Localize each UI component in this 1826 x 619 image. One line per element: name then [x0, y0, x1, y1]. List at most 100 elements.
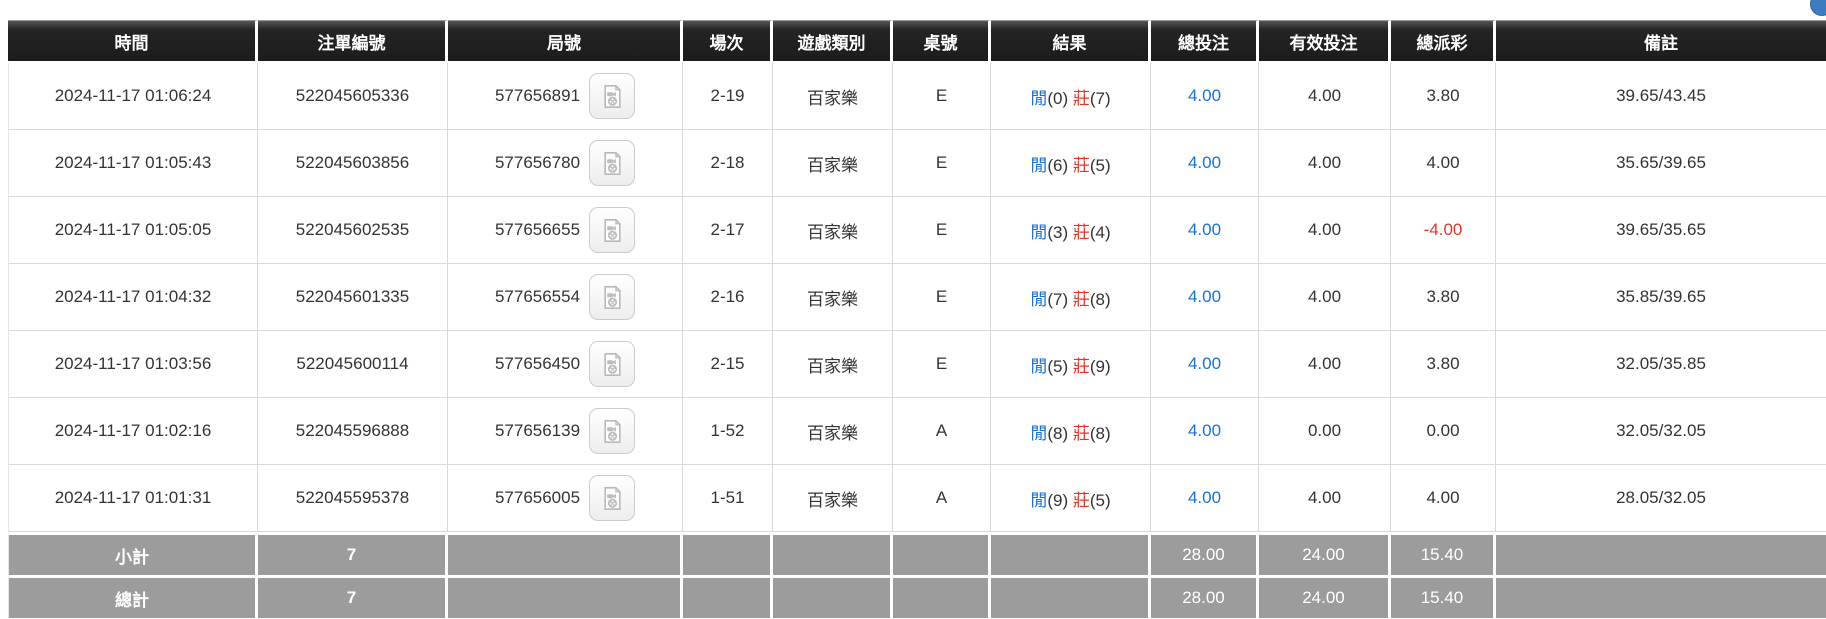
- total-bet-link[interactable]: 4.00: [1187, 354, 1222, 373]
- col-header-valid-bet: 有效投注: [1259, 20, 1391, 63]
- col-header-round-id: 局號: [448, 20, 683, 63]
- round-number: 577656005: [494, 488, 581, 507]
- total-bet-link[interactable]: 4.00: [1187, 488, 1222, 507]
- time-cell: 2024-11-17 01:05:43: [8, 130, 258, 197]
- session-cell: 2-15: [683, 331, 773, 398]
- round-cell: 577656005: [448, 465, 683, 532]
- video-replay-button[interactable]: [589, 341, 636, 387]
- payout-cell: 0.00: [1391, 398, 1496, 465]
- table-row: 2024-11-17 01:04:32 522045601335 5776565…: [8, 264, 1826, 331]
- session-cell: 2-17: [683, 197, 773, 264]
- banker-result-label: 莊: [1072, 490, 1090, 510]
- valid-bet-cell: 4.00: [1259, 63, 1391, 130]
- game-type-cell: 百家樂: [773, 398, 893, 465]
- round-number: 577656891: [494, 86, 581, 105]
- round-number: 577656139: [494, 421, 581, 440]
- video-replay-button[interactable]: [589, 207, 636, 253]
- table-no-cell: E: [893, 331, 991, 398]
- player-result-label: 閒: [1030, 423, 1048, 443]
- summary-valid-bet-cell: 24.00: [1259, 575, 1391, 618]
- valid-bet-cell: 4.00: [1259, 130, 1391, 197]
- round-number: 577656655: [494, 220, 581, 239]
- round-number: 577656554: [494, 287, 581, 306]
- banker-score: (7): [1089, 88, 1111, 108]
- video-replay-button[interactable]: [589, 408, 636, 454]
- total-bet-link[interactable]: 4.00: [1187, 287, 1222, 306]
- summary-empty-cell: [683, 532, 773, 575]
- video-icon: [603, 150, 621, 175]
- video-replay-button[interactable]: [589, 140, 636, 186]
- total-bet-link[interactable]: 4.00: [1187, 421, 1222, 440]
- summary-row: 總計 7 28.00 24.00 15.40: [8, 575, 1826, 618]
- payout-cell: 3.80: [1391, 264, 1496, 331]
- game-type-cell: 百家樂: [773, 264, 893, 331]
- table-no-cell: E: [893, 197, 991, 264]
- video-icon: [603, 83, 621, 108]
- col-header-remark: 備註: [1496, 20, 1826, 63]
- video-replay-button[interactable]: [589, 73, 636, 119]
- bet-id-cell: 522045601335: [258, 264, 448, 331]
- banker-score: (5): [1089, 490, 1111, 510]
- session-cell: 2-16: [683, 264, 773, 331]
- table-header: 時間 注單編號 局號 場次 遊戲類別 桌號 結果 總投注 有效投注 總派彩 備註: [8, 20, 1826, 63]
- summary-count-cell: 7: [258, 575, 448, 618]
- total-bet-link[interactable]: 4.00: [1187, 153, 1222, 172]
- video-icon: [603, 418, 621, 443]
- round-cell: 577656780: [448, 130, 683, 197]
- time-cell: 2024-11-17 01:02:16: [8, 398, 258, 465]
- total-bet-cell: 4.00: [1151, 197, 1259, 264]
- summary-payout-cell: 15.40: [1391, 575, 1496, 618]
- payout-cell: 4.00: [1391, 465, 1496, 532]
- player-score: (3): [1047, 222, 1069, 242]
- result-cell: 閒(5) 莊(9): [991, 331, 1151, 398]
- header-row: 時間 注單編號 局號 場次 遊戲類別 桌號 結果 總投注 有效投注 總派彩 備註: [8, 20, 1826, 63]
- session-cell: 1-52: [683, 398, 773, 465]
- remark-cell: 39.65/35.65: [1496, 197, 1826, 264]
- total-bet-link[interactable]: 4.00: [1187, 220, 1222, 239]
- total-bet-link[interactable]: 4.00: [1187, 86, 1222, 105]
- player-score: (9): [1047, 490, 1069, 510]
- summary-empty-cell: [683, 575, 773, 618]
- session-cell: 2-18: [683, 130, 773, 197]
- summary-total-bet-cell: 28.00: [1151, 532, 1259, 575]
- game-type-cell: 百家樂: [773, 63, 893, 130]
- time-cell: 2024-11-17 01:06:24: [8, 63, 258, 130]
- result-cell: 閒(0) 莊(7): [991, 63, 1151, 130]
- col-header-table-no: 桌號: [893, 20, 991, 63]
- table-no-cell: E: [893, 130, 991, 197]
- summary-payout-cell: 15.40: [1391, 532, 1496, 575]
- table-row: 2024-11-17 01:06:24 522045605336 5776568…: [8, 63, 1826, 130]
- col-header-result: 結果: [991, 20, 1151, 63]
- session-cell: 1-51: [683, 465, 773, 532]
- game-type-cell: 百家樂: [773, 197, 893, 264]
- total-bet-cell: 4.00: [1151, 264, 1259, 331]
- player-result-label: 閒: [1030, 490, 1048, 510]
- banker-result-label: 莊: [1072, 88, 1090, 108]
- summary-label-cell: 小計: [8, 532, 258, 575]
- table-no-cell: A: [893, 465, 991, 532]
- remark-cell: 28.05/32.05: [1496, 465, 1826, 532]
- table-row: 2024-11-17 01:01:31 522045595378 5776560…: [8, 465, 1826, 532]
- round-number: 577656780: [494, 153, 581, 172]
- summary-empty-cell: [991, 575, 1151, 618]
- col-header-session: 場次: [683, 20, 773, 63]
- summary-empty-cell: [991, 532, 1151, 575]
- summary-empty-cell: [773, 575, 893, 618]
- summary-empty-cell: [893, 532, 991, 575]
- banker-score: (8): [1089, 423, 1111, 443]
- col-header-bet-id: 注單編號: [258, 20, 448, 63]
- table-body: 2024-11-17 01:06:24 522045605336 5776568…: [8, 63, 1826, 618]
- player-score: (5): [1047, 356, 1069, 376]
- summary-empty-cell: [448, 532, 683, 575]
- banker-score: (8): [1089, 289, 1111, 309]
- video-replay-button[interactable]: [589, 475, 636, 521]
- summary-count-cell: 7: [258, 532, 448, 575]
- player-result-label: 閒: [1030, 356, 1048, 376]
- total-bet-cell: 4.00: [1151, 63, 1259, 130]
- corner-blue-button[interactable]: [1810, 0, 1826, 16]
- bet-id-cell: 522045605336: [258, 63, 448, 130]
- time-cell: 2024-11-17 01:01:31: [8, 465, 258, 532]
- video-replay-button[interactable]: [589, 274, 636, 320]
- remark-cell: 35.85/39.65: [1496, 264, 1826, 331]
- summary-empty-cell: [1496, 575, 1826, 618]
